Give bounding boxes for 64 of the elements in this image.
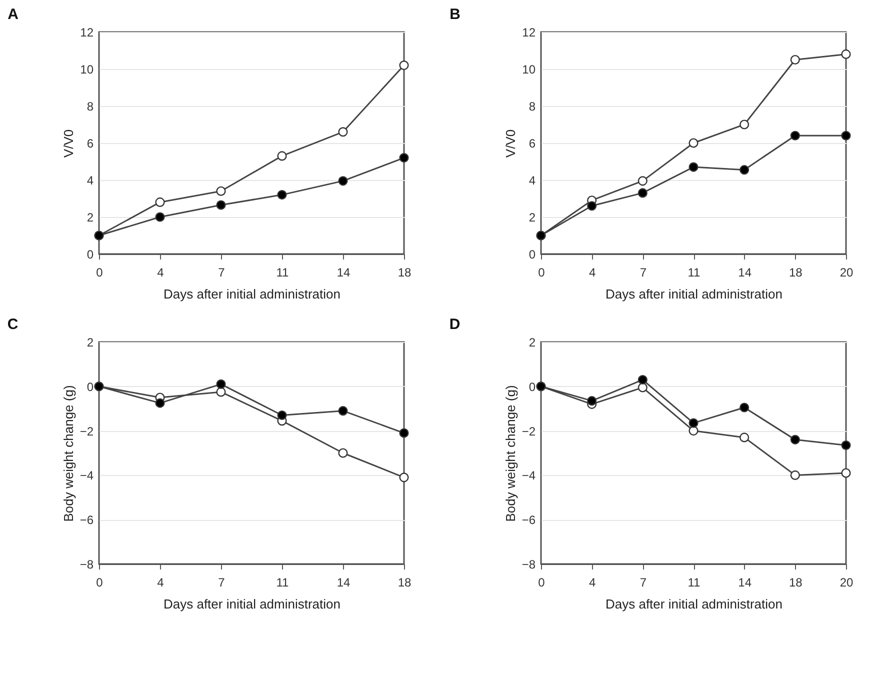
y-tick-label: −6	[522, 513, 536, 528]
x-tick-label: 20	[840, 576, 854, 590]
x-tick-label: 0	[538, 576, 546, 590]
y-tick-label: 10	[80, 62, 94, 76]
x-tick-label: 18	[398, 266, 412, 280]
chart-title: D	[449, 316, 460, 333]
x-tick-label: 4	[588, 266, 596, 280]
y-axis-title: Body weight change (g)	[502, 385, 518, 522]
x-tick-label: 7	[640, 266, 647, 280]
y-tick-label: 12	[80, 26, 94, 40]
y-tick-label: 2	[528, 336, 536, 350]
x-tick-label: 4	[157, 266, 164, 280]
x-axis-title: Days after initial administration	[605, 286, 783, 302]
y-tick-label: 10	[522, 62, 536, 76]
x-tick-label: 0	[96, 266, 104, 280]
x-tick-label: 0	[538, 266, 546, 280]
x-tick-label: 14	[336, 266, 350, 280]
y-tick-label: 2	[86, 210, 94, 224]
y-tick-label: −4	[522, 468, 536, 483]
y-tick-label: 2	[528, 210, 536, 224]
y-tick-label: 0	[86, 380, 94, 394]
x-tick-label: 7	[218, 576, 226, 590]
y-tick-label: 8	[86, 100, 94, 114]
chart-title: A	[8, 6, 19, 23]
y-tick-label: 4	[528, 174, 536, 188]
x-tick-label: 20	[840, 266, 854, 280]
x-tick-label: 0	[96, 576, 104, 590]
x-tick-label: 11	[688, 576, 701, 590]
chart-title: B	[450, 6, 461, 23]
x-tick-label: 7	[640, 576, 647, 590]
x-tick-label: 11	[688, 266, 701, 280]
x-tick-label: 18	[788, 576, 803, 590]
y-tick-label: 4	[86, 174, 94, 188]
x-tick-label: 18	[398, 576, 412, 590]
x-tick-label: 11	[276, 576, 290, 590]
x-tick-label: 14	[738, 266, 752, 280]
x-axis-title: Days after initial administration	[605, 596, 783, 612]
y-tick-label: 0	[528, 248, 536, 262]
y-axis-title: V/V0	[503, 129, 518, 158]
y-axis-title: Body weight change (g)	[60, 385, 76, 522]
y-tick-label: 0	[528, 380, 536, 394]
x-tick-label: 11	[276, 266, 290, 280]
x-axis-title: Days after initial administration	[163, 286, 341, 302]
x-tick-label: 14	[336, 576, 350, 590]
x-tick-label: 7	[218, 266, 226, 280]
y-tick-label: −8	[522, 558, 536, 572]
y-tick-label: −2	[522, 424, 536, 438]
y-axis-title: V/V0	[61, 129, 76, 158]
y-tick-label: 12	[522, 26, 536, 40]
x-tick-label: 18	[788, 266, 803, 280]
y-tick-label: −8	[80, 558, 94, 572]
x-tick-label: 14	[738, 576, 752, 590]
y-tick-label: −4	[80, 468, 94, 483]
y-tick-label: 2	[86, 336, 94, 350]
y-tick-label: −6	[80, 513, 94, 528]
chart-title: C	[7, 316, 18, 333]
x-axis-title: Days after initial administration	[163, 596, 341, 612]
y-tick-label: 6	[528, 136, 536, 150]
y-tick-label: 8	[528, 100, 536, 114]
y-tick-label: −2	[80, 424, 94, 438]
y-tick-label: 0	[86, 248, 94, 262]
y-tick-label: 6	[86, 136, 94, 150]
x-tick-label: 4	[588, 576, 596, 590]
x-tick-label: 4	[157, 576, 164, 590]
